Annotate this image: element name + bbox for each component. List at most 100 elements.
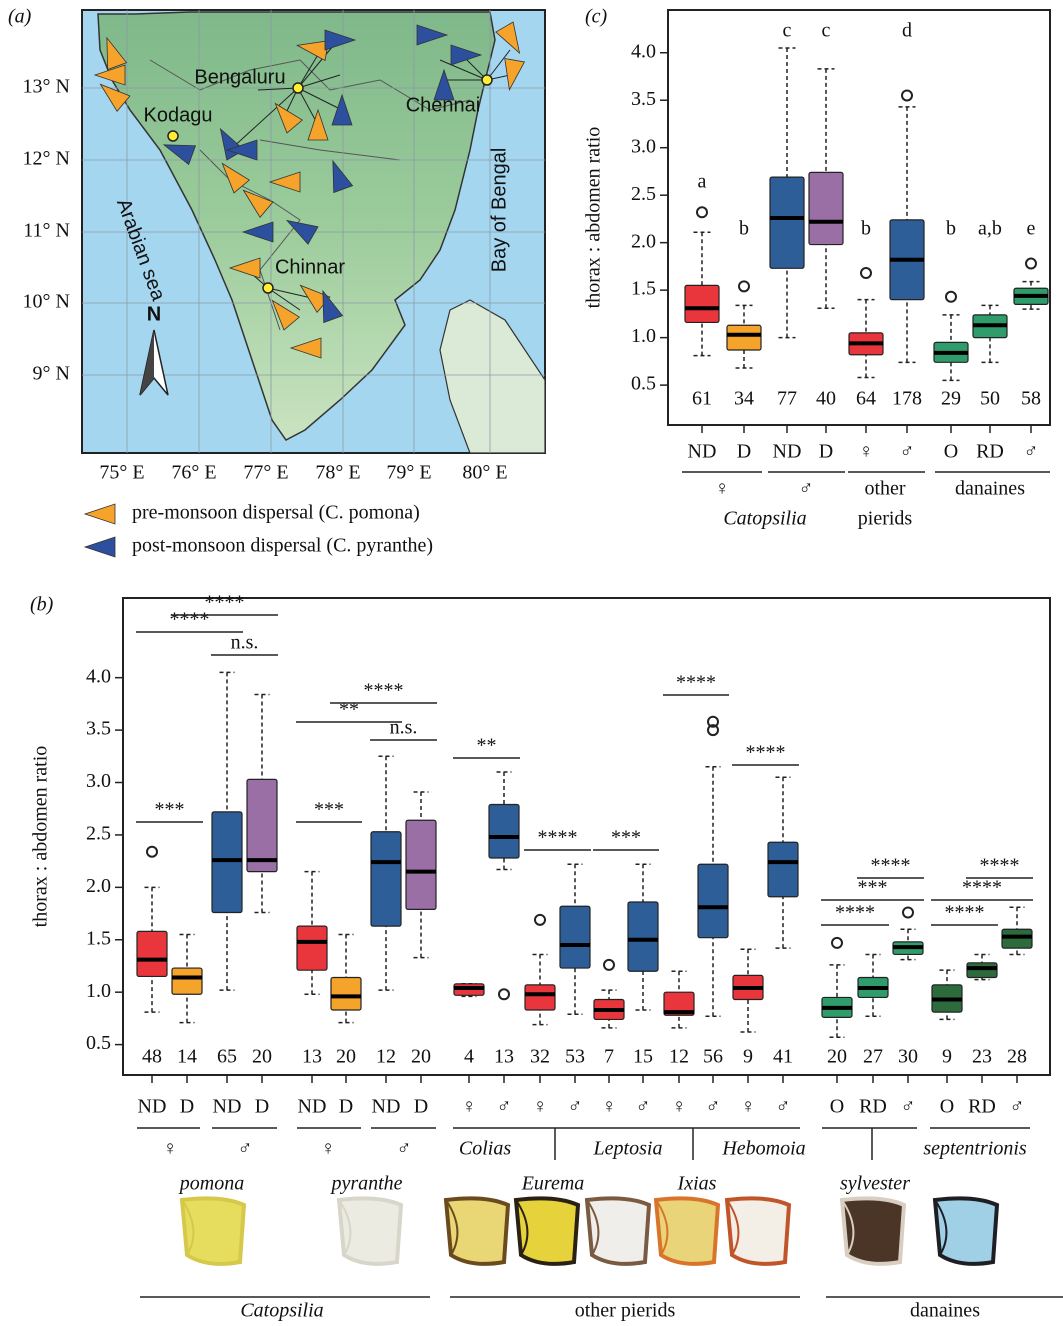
x-tick-label: D	[255, 1096, 269, 1118]
city-label: Bengaluru	[194, 66, 285, 88]
box	[247, 779, 277, 871]
upper-whisker	[533, 954, 548, 984]
sea-label: Bay of Bengal	[488, 148, 510, 273]
lower-whisker	[776, 897, 791, 948]
lower-whisker	[414, 909, 429, 957]
x-tick-label: D	[180, 1096, 194, 1118]
x-tick-label: O	[940, 1096, 954, 1118]
group-letter: b	[861, 218, 871, 240]
upper-whisker	[497, 772, 512, 804]
significance-label: ****	[746, 742, 786, 764]
butterfly	[587, 1198, 649, 1264]
lower-whisker	[220, 913, 235, 991]
lower-whisker	[736, 350, 753, 368]
x-tick-label: ♂	[706, 1096, 721, 1118]
lower-whisker	[901, 954, 916, 959]
n-label: 20	[252, 1046, 272, 1068]
upper-whisker	[339, 935, 354, 978]
y-tick-label: 1.0	[86, 980, 111, 1002]
significance-label: n.s.	[231, 632, 259, 654]
significance-label: ****	[980, 855, 1020, 877]
subgroup-label: Leptosia	[593, 1138, 663, 1160]
lon-label: 79° E	[386, 462, 431, 484]
group-letter: b	[946, 218, 956, 240]
butterfly	[339, 1198, 401, 1264]
significance-label: ***	[155, 799, 185, 821]
n-label: 28	[1007, 1046, 1027, 1068]
north-label: N	[147, 303, 161, 325]
upper-whisker	[899, 107, 916, 220]
y-tick-label: 4.0	[86, 665, 111, 687]
x-tick-label: ♀	[859, 441, 874, 463]
upper-whisker	[305, 872, 320, 927]
n-label: 20	[336, 1046, 356, 1068]
n-label: 7	[604, 1046, 614, 1068]
significance-label: **	[339, 699, 359, 721]
n-label: 29	[941, 388, 961, 410]
group-label: ♂	[799, 478, 814, 500]
lower-whisker	[982, 338, 999, 363]
upper-whisker	[830, 965, 845, 997]
significance-label: ****	[835, 902, 875, 924]
x-tick-label: ND	[213, 1096, 242, 1118]
upper-whisker	[776, 777, 791, 842]
significance-label: ****	[676, 672, 716, 694]
n-label: 4	[464, 1046, 474, 1068]
y-tick-label: 2.0	[86, 875, 111, 897]
butterfly	[656, 1198, 718, 1264]
lower-whisker	[1010, 948, 1025, 954]
city-label: Chinnar	[275, 256, 345, 278]
butterfly	[935, 1198, 997, 1264]
family-label: Catopsilia	[240, 1300, 323, 1322]
x-tick-label: ♂	[497, 1096, 512, 1118]
lon-label: 77° E	[243, 462, 288, 484]
y-tick-label: 4.0	[631, 40, 656, 62]
x-tick-label: RD	[976, 441, 1004, 463]
x-tick-label: ♂	[1010, 1096, 1025, 1118]
box	[489, 805, 519, 858]
significance-label: ****	[871, 855, 911, 877]
family-label: danaines	[910, 1300, 980, 1322]
outlier	[535, 915, 545, 925]
lower-whisker	[379, 926, 394, 990]
n-label: 64	[856, 388, 876, 410]
lower-whisker	[145, 976, 160, 1012]
upper-whisker	[940, 970, 955, 985]
x-tick-label: RD	[968, 1096, 996, 1118]
n-label: 12	[376, 1046, 396, 1068]
x-tick-label: ♂	[901, 1096, 916, 1118]
lower-whisker	[533, 1010, 548, 1025]
panel-label: (c)	[585, 6, 608, 28]
lower-whisker	[1023, 304, 1040, 309]
upper-whisker	[636, 864, 651, 902]
x-tick-label: ♂	[1024, 441, 1039, 463]
subgroup-label: ♀	[321, 1138, 336, 1160]
upper-whisker	[975, 954, 990, 962]
significance-label: ****	[205, 592, 245, 614]
lower-whisker	[602, 1019, 617, 1027]
y-tick-label: 3.0	[86, 770, 111, 792]
n-label: 40	[816, 388, 836, 410]
outlier	[604, 960, 614, 970]
n-label: 13	[302, 1046, 322, 1068]
species-label: Eurema	[521, 1173, 585, 1195]
n-label: 48	[142, 1046, 162, 1068]
lat-label: 9° N	[33, 363, 70, 385]
n-label: 50	[980, 388, 1000, 410]
city-marker	[482, 75, 492, 85]
species-label: pyranthe	[329, 1173, 402, 1195]
upper-whisker	[145, 887, 160, 931]
genus-label: Catopsilia	[723, 508, 806, 530]
box	[698, 864, 728, 937]
outlier	[903, 908, 913, 918]
upper-whisker	[414, 792, 429, 820]
y-tick-label: 3.5	[631, 88, 656, 110]
box	[371, 832, 401, 926]
outlier	[946, 292, 956, 302]
significance-label: ****	[962, 877, 1002, 899]
lat-label: 13° N	[23, 76, 70, 98]
outlier	[861, 268, 871, 278]
subgroup-label: septentrionis	[923, 1138, 1027, 1160]
butterfly	[842, 1198, 904, 1264]
x-tick-label: ND	[688, 441, 717, 463]
